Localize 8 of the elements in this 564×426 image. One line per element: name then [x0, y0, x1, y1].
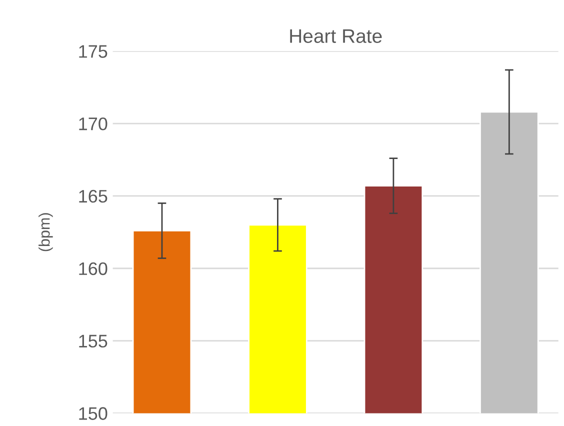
y-tick-label: 150	[79, 407, 108, 420]
y-tick-label: 170	[79, 117, 108, 130]
y-tick-label: 160	[79, 262, 108, 276]
chart-title: Heart Rate	[290, 29, 382, 43]
y-tick-label: 155	[79, 334, 108, 348]
y-tick-label: 175	[79, 45, 108, 58]
y-axis-title: (bpm)	[38, 213, 53, 252]
y-tick-label: 165	[79, 190, 108, 203]
